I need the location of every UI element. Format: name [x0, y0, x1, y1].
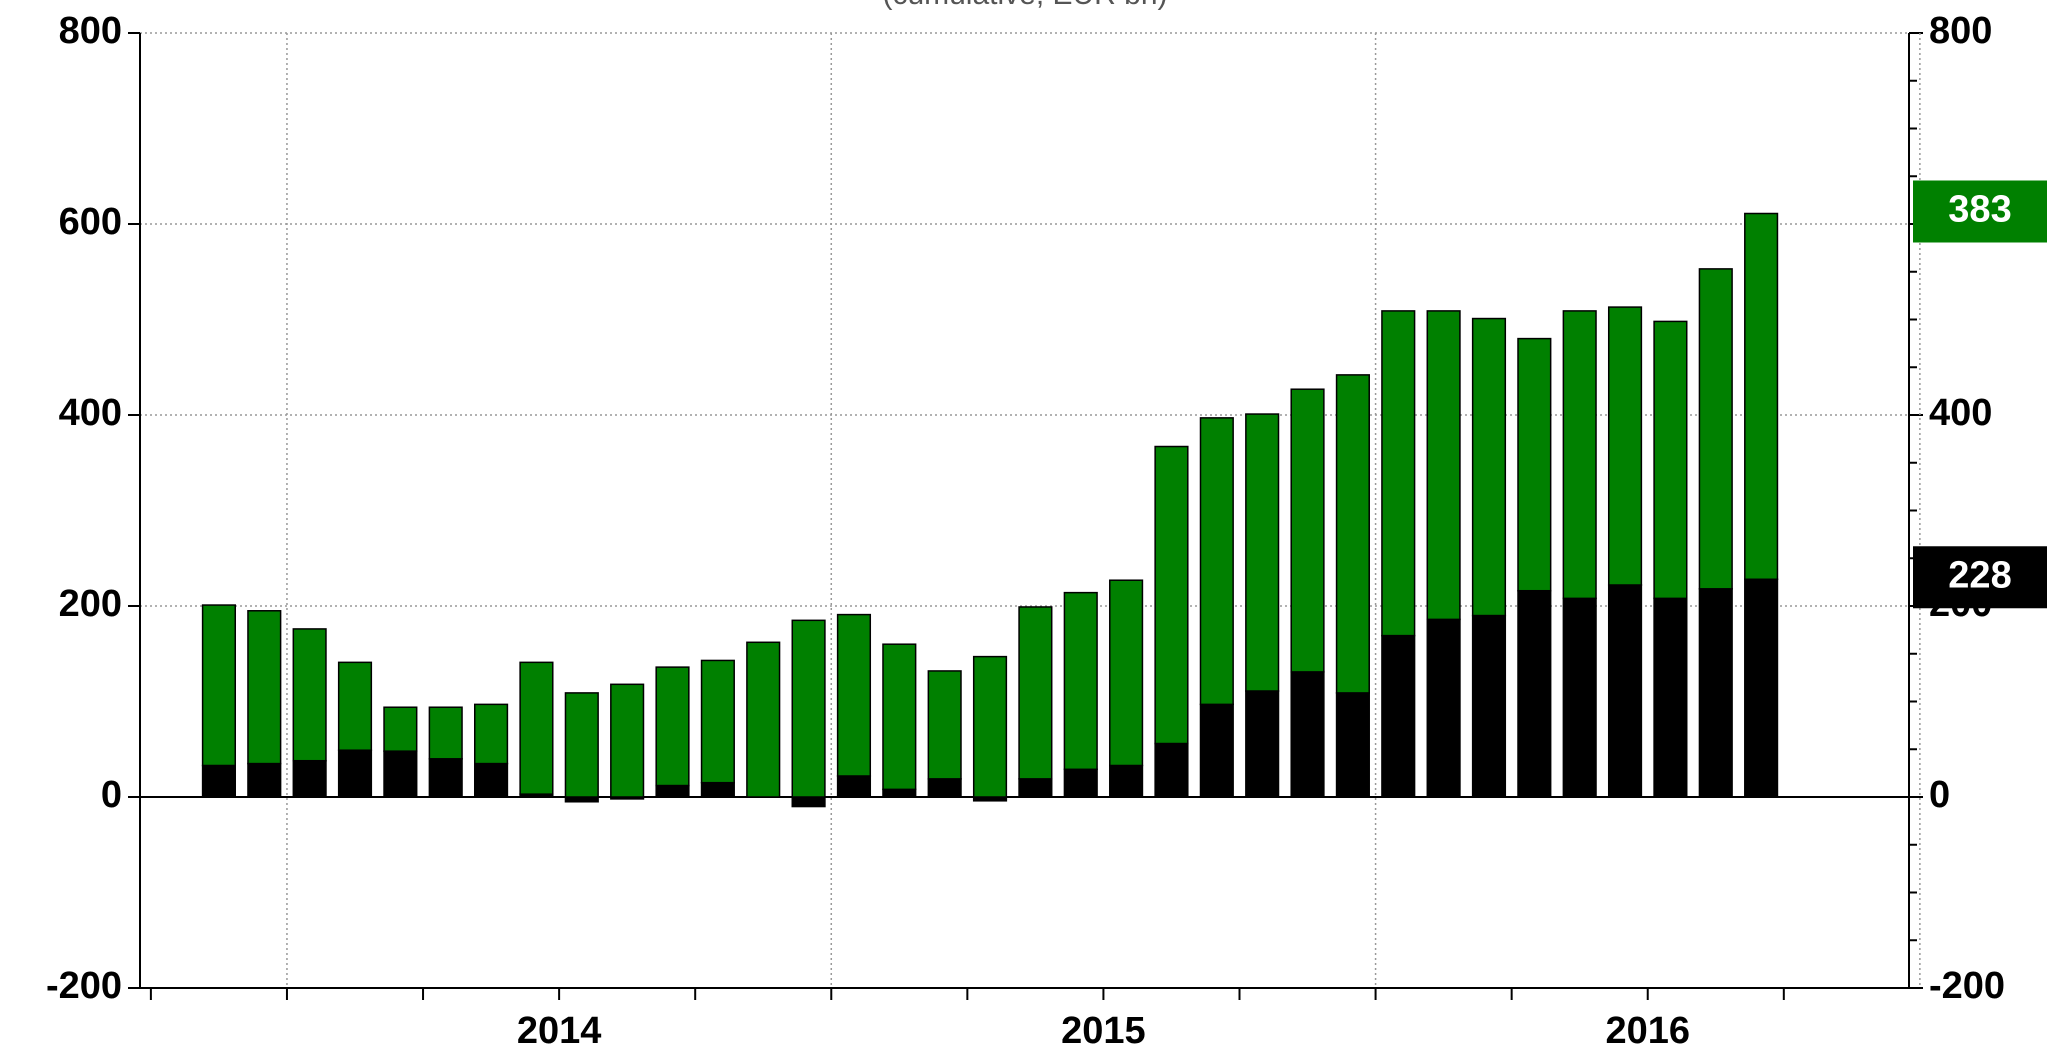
bar-segment	[428, 706, 463, 760]
y2-tick-label: -200	[1929, 965, 2005, 1007]
bar-segment	[700, 781, 735, 798]
bar-segment	[337, 661, 373, 751]
bar-segment	[1517, 337, 1552, 592]
bar-segment	[1290, 388, 1325, 673]
chart-subtitle: (cumulative, EUR bn)	[882, 0, 1167, 11]
bar-segment	[927, 670, 962, 780]
x-year-label: 2014	[517, 1010, 602, 1051]
bar-segment	[1471, 317, 1507, 617]
bar-segment	[1154, 742, 1189, 798]
x-year-label: 2016	[1605, 1010, 1690, 1051]
bar-segment	[1335, 692, 1370, 798]
bar-segment	[1607, 306, 1643, 586]
bar-segment	[473, 703, 509, 765]
bar-segment	[610, 683, 645, 798]
bar-segment	[1063, 768, 1098, 798]
bar-segment	[1109, 764, 1144, 798]
y-tick-label: -200	[46, 965, 122, 1007]
bar-segment	[1381, 634, 1416, 798]
bar-segment	[383, 750, 418, 798]
y-tick-label: 200	[59, 583, 122, 625]
bar-segment	[700, 659, 735, 784]
y-tick-label: 800	[59, 10, 122, 52]
bar-segment	[1471, 614, 1507, 798]
bar-segment	[1063, 591, 1098, 771]
last-value-box	[1913, 180, 2047, 243]
bar-segment	[1018, 778, 1053, 798]
bar-segment	[292, 628, 327, 762]
bar-segment	[791, 796, 826, 808]
bar-segment	[1335, 374, 1370, 694]
bar-segment	[1199, 703, 1234, 798]
bar-segment	[247, 762, 282, 798]
bar-segment	[791, 619, 826, 798]
bar-segment	[1290, 671, 1325, 798]
bar-segment	[473, 762, 509, 798]
bar-segment	[1698, 588, 1733, 798]
bar-segment	[337, 749, 373, 798]
bar-segment	[201, 764, 237, 798]
bar-segment	[836, 775, 872, 798]
y-tick-label: 400	[59, 392, 122, 434]
bar-segment	[1744, 212, 1779, 581]
x-year-label: 2015	[1061, 1010, 1146, 1051]
bar-segment	[201, 604, 237, 767]
bar-segment	[882, 643, 917, 791]
bar-segment	[882, 788, 917, 798]
y-tick-label: 600	[59, 201, 122, 243]
bar-segment	[746, 641, 781, 798]
bar-segment	[519, 661, 554, 795]
bar-segment	[927, 778, 962, 798]
last-value-label: 383	[1948, 189, 2011, 231]
bar-segment	[1562, 310, 1597, 600]
bar-segment	[1607, 584, 1643, 798]
bar-segment	[1199, 417, 1234, 706]
y2-tick-label: 0	[1929, 774, 1950, 816]
bar-segment	[1517, 589, 1552, 798]
bar-segment	[428, 758, 463, 798]
bar-segment	[1744, 578, 1779, 798]
bar-segment	[836, 613, 872, 777]
bar-segment	[1653, 597, 1688, 798]
bar-segment	[1245, 413, 1280, 692]
bar-segment	[1109, 579, 1144, 767]
bar-segment	[1381, 310, 1416, 637]
y-tick-label: 0	[101, 774, 122, 816]
bar-segment	[972, 655, 1008, 798]
last-value-box	[1913, 546, 2047, 609]
y2-tick-label: 800	[1929, 10, 1992, 52]
bar-segment	[655, 784, 690, 798]
bar-segment	[1426, 618, 1461, 798]
bar-segment	[1245, 690, 1280, 798]
bar-segment	[1154, 445, 1189, 745]
bar-segment	[1562, 597, 1597, 798]
bar-segment	[1698, 268, 1733, 590]
bar-segment	[292, 759, 327, 798]
bar-segment	[1018, 606, 1053, 780]
bar-segment	[1426, 310, 1461, 621]
last-value-label: 228	[1948, 554, 2011, 596]
bar-segment	[383, 706, 418, 752]
bar-segment	[1653, 320, 1688, 600]
bar-segment	[247, 610, 282, 765]
bar-segment	[564, 692, 599, 798]
bar-segment	[655, 666, 690, 787]
y2-tick-label: 400	[1929, 392, 1992, 434]
